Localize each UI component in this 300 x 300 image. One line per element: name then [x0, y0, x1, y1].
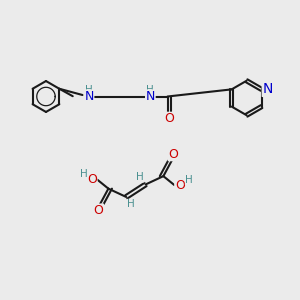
Text: H: H [80, 169, 88, 179]
Text: H: H [146, 85, 154, 95]
Text: O: O [168, 148, 178, 161]
Text: O: O [94, 204, 103, 217]
Text: O: O [164, 112, 174, 125]
Text: H: H [127, 200, 135, 209]
Text: H: H [136, 172, 144, 182]
Text: H: H [185, 175, 193, 185]
Text: N: N [84, 90, 94, 103]
Text: O: O [175, 178, 185, 192]
Text: N: N [146, 90, 155, 103]
Text: N: N [262, 82, 273, 96]
Text: H: H [85, 85, 93, 95]
Text: O: O [87, 173, 97, 186]
